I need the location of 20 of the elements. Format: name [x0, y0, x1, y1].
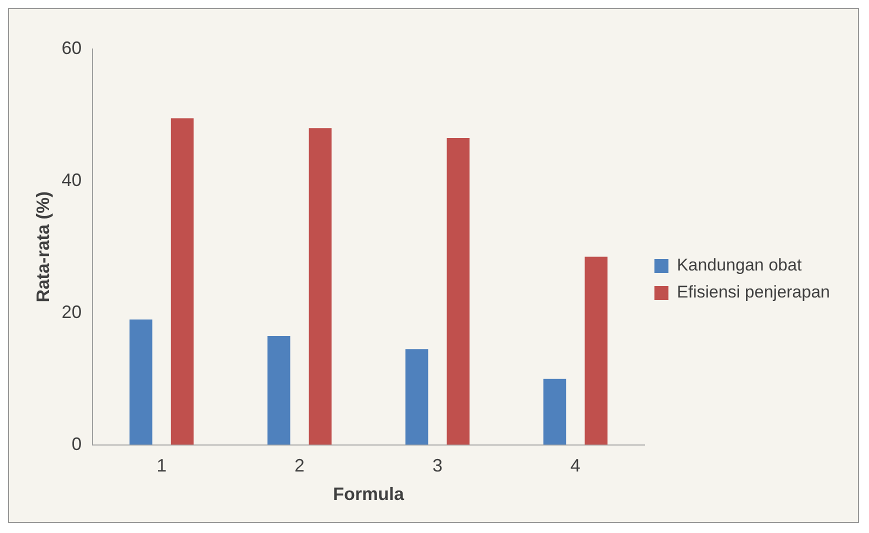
- x-tick-label: 4: [570, 456, 580, 476]
- x-axis-title: Formula: [333, 484, 405, 504]
- y-tick-label: 40: [62, 170, 82, 190]
- x-tick-label: 2: [294, 456, 305, 476]
- bar: [267, 336, 290, 445]
- legend-label: Efisiensi penjerapan: [676, 282, 830, 302]
- x-tick-label: 1: [156, 456, 167, 476]
- y-tick-label: 20: [62, 302, 82, 322]
- bar: [584, 256, 608, 445]
- bar: [130, 319, 152, 445]
- y-tick-label: 60: [62, 38, 82, 58]
- bar: [308, 128, 332, 445]
- bar: [405, 349, 428, 445]
- x-tick-label: 3: [432, 456, 442, 476]
- bar: [446, 138, 470, 445]
- y-tick-label: 0: [72, 434, 82, 454]
- bar: [543, 378, 566, 445]
- bar: [170, 118, 194, 445]
- y-axis-title: Rata-rata (%): [32, 191, 53, 302]
- legend-label: Kandungan obat: [676, 256, 802, 275]
